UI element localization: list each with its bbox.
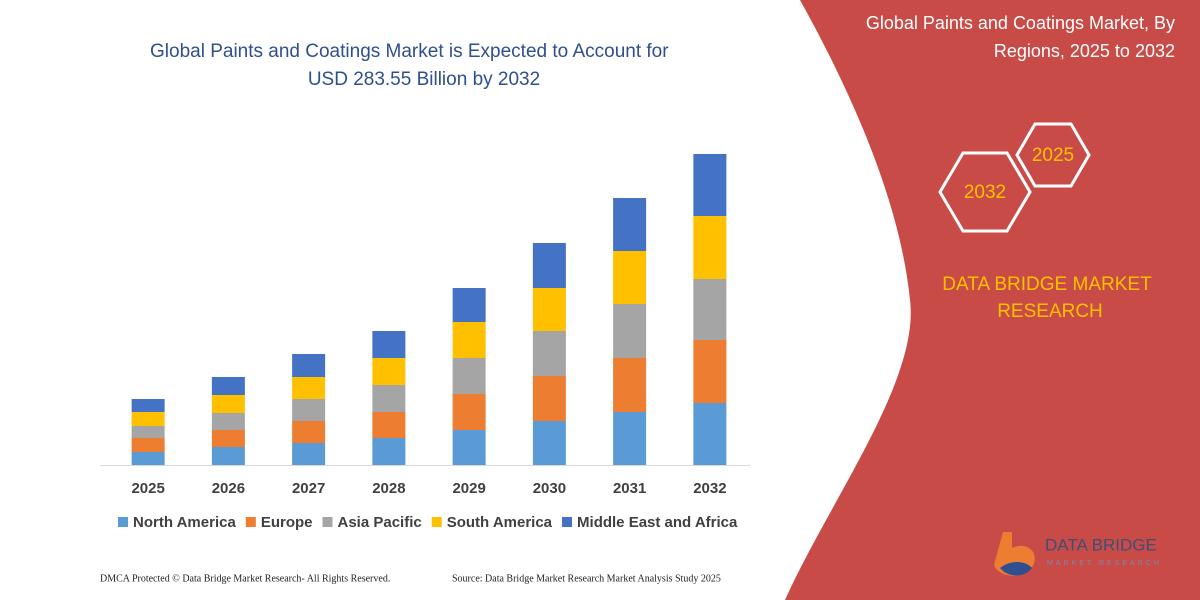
bar-segment xyxy=(211,413,245,430)
logo-subtext: MARKET RESEARCH xyxy=(1047,560,1162,567)
hex-label: 2032 xyxy=(964,182,1006,203)
bar-segment xyxy=(211,377,245,395)
bar-segment xyxy=(452,430,486,465)
x-tick-label: 2028 xyxy=(372,480,405,497)
bar-segment xyxy=(532,376,566,421)
panel-title: Regions, 2025 to 2032 xyxy=(994,41,1175,61)
bar-segment xyxy=(532,331,566,376)
logo-text: DATA BRIDGE xyxy=(1045,535,1157,554)
bar-segment xyxy=(372,331,406,358)
footer-source: Source: Data Bridge Market Research Mark… xyxy=(452,573,721,584)
hexagon xyxy=(938,151,1032,233)
x-tick-label: 2027 xyxy=(292,480,325,497)
bar-segment xyxy=(292,354,326,377)
bar-segment xyxy=(372,385,406,412)
bar-segment xyxy=(292,399,326,421)
x-tick-label: 2026 xyxy=(212,480,245,497)
bar-segment xyxy=(532,243,566,288)
bar-segment xyxy=(693,403,727,465)
bar-segment xyxy=(532,288,566,331)
chart-title: Global Paints and Coatings Market is Exp… xyxy=(150,41,669,62)
chart-title: USD 283.55 Billion by 2032 xyxy=(308,69,540,90)
legend-swatch xyxy=(118,517,128,527)
legend-label: Middle East and Africa xyxy=(577,514,738,531)
bar-segment xyxy=(452,288,486,322)
legend-label: Europe xyxy=(261,514,313,531)
bar-segment xyxy=(613,412,647,465)
bar-segment xyxy=(131,426,165,438)
bar-segment xyxy=(292,443,326,465)
x-tick-label: 2032 xyxy=(693,480,726,497)
bar-segment xyxy=(452,322,486,358)
bar-segment xyxy=(131,438,165,452)
side-panel xyxy=(785,0,1200,600)
legend-swatch xyxy=(322,517,333,527)
legend-swatch xyxy=(245,517,256,527)
bar-segment xyxy=(693,279,727,340)
bar-segment xyxy=(372,438,406,465)
x-tick-label: 2031 xyxy=(613,480,646,497)
bar-segment xyxy=(613,251,647,304)
legend-swatch xyxy=(562,517,573,527)
bar-segment xyxy=(211,447,245,465)
bar-segment xyxy=(131,412,165,426)
bar-segment xyxy=(693,216,727,279)
bar-segment xyxy=(613,358,647,412)
bar-segment xyxy=(131,399,165,412)
legend-swatch xyxy=(431,517,442,527)
bar-segment xyxy=(292,421,326,443)
x-tick-label: 2025 xyxy=(131,480,164,497)
bar-segment xyxy=(613,198,647,251)
bar-segment xyxy=(211,430,245,447)
x-tick-label: 2029 xyxy=(452,480,485,497)
bar-segment xyxy=(372,358,406,385)
legend-label: Asia Pacific xyxy=(338,514,422,531)
bar-segment xyxy=(372,412,406,438)
x-tick-label: 2030 xyxy=(533,480,566,497)
bar-segment xyxy=(693,154,727,216)
legend-label: North America xyxy=(133,514,236,531)
panel-title: Global Paints and Coatings Market, By xyxy=(866,13,1175,33)
footer-note: DMCA Protected © Data Bridge Market Rese… xyxy=(100,573,390,584)
brand-text: RESEARCH xyxy=(997,301,1103,322)
bar-segment xyxy=(452,394,486,430)
bar-segment xyxy=(613,304,647,358)
hexagon xyxy=(1015,122,1091,188)
bar-segment xyxy=(211,395,245,413)
bar-segment xyxy=(292,377,326,399)
bar-segment xyxy=(532,421,566,465)
brand-text: DATA BRIDGE MARKET xyxy=(942,274,1152,295)
hex-label: 2025 xyxy=(1032,145,1074,166)
legend-label: South America xyxy=(447,514,553,531)
logo-icon xyxy=(1000,562,1032,576)
bar-segment xyxy=(452,358,486,394)
bar-segment xyxy=(131,452,165,465)
bar-segment xyxy=(693,340,727,403)
